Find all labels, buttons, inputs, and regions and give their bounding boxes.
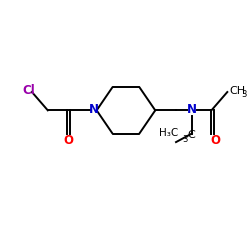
Text: N: N	[187, 103, 197, 116]
Text: O: O	[211, 134, 221, 147]
Text: C: C	[187, 130, 195, 140]
Text: CH: CH	[230, 86, 246, 96]
Text: N: N	[89, 103, 99, 116]
Text: H₃C: H₃C	[159, 128, 178, 138]
Text: 3: 3	[182, 135, 188, 144]
Text: O: O	[64, 134, 74, 147]
Text: Cl: Cl	[22, 84, 35, 97]
Text: H: H	[170, 130, 178, 140]
Text: 3: 3	[242, 90, 247, 99]
